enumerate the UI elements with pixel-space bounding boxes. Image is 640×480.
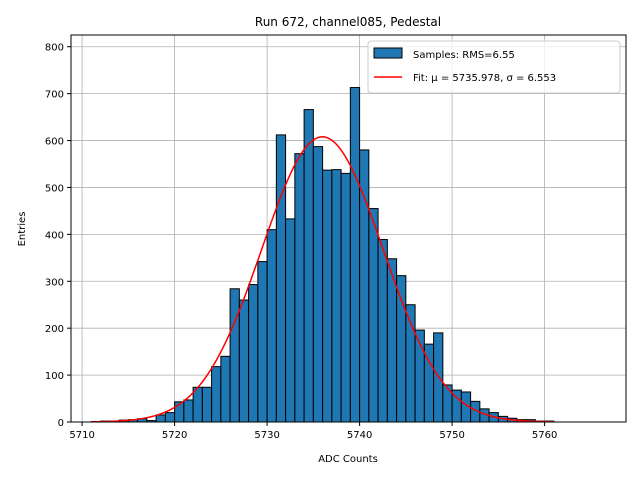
histogram-bar bbox=[275, 134, 287, 423]
grid-lines bbox=[71, 35, 626, 423]
histogram-bar bbox=[331, 169, 342, 423]
y-tick-label: 700 bbox=[45, 90, 64, 101]
histogram-bar bbox=[211, 366, 222, 423]
y-tick-label: 300 bbox=[45, 277, 64, 288]
fit-curve bbox=[91, 136, 554, 423]
x-axis-title: ADC Counts bbox=[318, 454, 378, 465]
histogram-bar bbox=[303, 109, 314, 423]
x-tick-label: 5760 bbox=[532, 430, 557, 441]
y-axis-title: Entries bbox=[17, 212, 28, 247]
histogram-bar bbox=[248, 284, 259, 423]
histogram-bar bbox=[340, 172, 351, 423]
y-tick-label: 600 bbox=[45, 137, 64, 148]
histogram-bar bbox=[266, 229, 277, 423]
legend-bar-swatch bbox=[373, 47, 403, 59]
y-tick-label: 400 bbox=[45, 230, 64, 241]
histogram-bar bbox=[257, 261, 268, 423]
histogram-bar bbox=[285, 218, 296, 423]
histogram-bar bbox=[349, 87, 361, 423]
histogram-bar bbox=[442, 384, 453, 423]
x-tick-label: 5730 bbox=[254, 430, 279, 441]
y-tick-label: 800 bbox=[45, 43, 64, 54]
histogram-bars bbox=[90, 87, 555, 423]
histogram-bar bbox=[238, 299, 250, 423]
histogram-bar bbox=[322, 169, 333, 423]
x-tick-label: 5740 bbox=[347, 430, 372, 441]
axis-ticks: 5710 5720 5730 5740 5750 5760 0 100 200 300 400 500… bbox=[45, 43, 557, 441]
histogram-bar bbox=[201, 386, 213, 423]
histogram-bar bbox=[433, 332, 444, 423]
histogram-bar bbox=[368, 208, 379, 423]
histogram-bar bbox=[164, 412, 176, 423]
y-tick-label: 200 bbox=[45, 324, 64, 335]
x-tick-label: 5710 bbox=[69, 430, 94, 441]
legend: Samples: RMS=6.55 Fit: μ = 5735.978, σ =… bbox=[367, 40, 621, 94]
histogram-bar bbox=[183, 399, 194, 423]
chart-title: Run 672, channel085, Pedestal bbox=[255, 15, 441, 29]
histogram-bar bbox=[229, 288, 240, 423]
legend-box bbox=[367, 40, 621, 94]
legend-label-samples: Samples: RMS=6.55 bbox=[413, 50, 515, 61]
histogram-bar bbox=[192, 386, 203, 423]
plot-frame bbox=[70, 34, 627, 423]
x-tick-label: 5750 bbox=[439, 430, 464, 441]
histogram-bar bbox=[294, 153, 305, 423]
legend-label-fit: Fit: μ = 5735.978, σ = 6.553 bbox=[413, 73, 556, 84]
histogram-bar bbox=[312, 146, 324, 423]
histogram-bar bbox=[377, 239, 388, 423]
histogram-bar bbox=[155, 414, 166, 423]
y-tick-label: 100 bbox=[45, 371, 64, 382]
y-tick-label: 500 bbox=[45, 183, 64, 194]
x-tick-label: 5720 bbox=[162, 430, 187, 441]
y-tick-label: 0 bbox=[58, 418, 64, 429]
histogram-bar bbox=[220, 355, 231, 423]
